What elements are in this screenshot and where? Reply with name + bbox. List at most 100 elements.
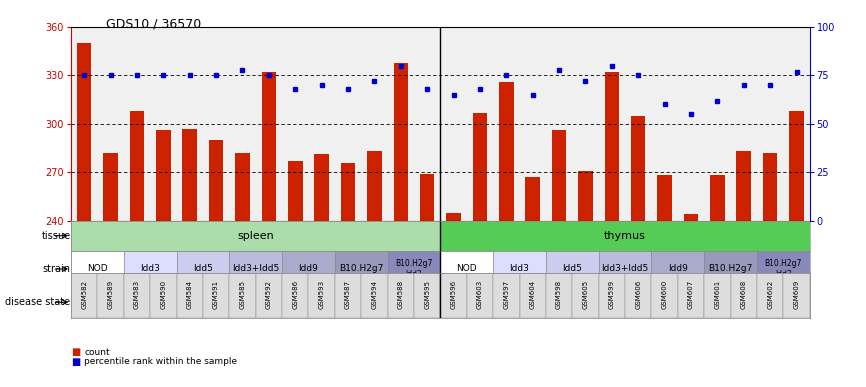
Bar <box>209 140 223 221</box>
Text: ■: ■ <box>71 357 81 367</box>
Text: GSM589: GSM589 <box>107 280 113 309</box>
Bar <box>124 287 388 317</box>
Text: GSM595: GSM595 <box>424 280 430 309</box>
Bar <box>598 273 625 318</box>
Bar <box>236 153 249 221</box>
Bar <box>229 273 255 318</box>
Bar <box>440 287 493 317</box>
Bar <box>546 251 598 287</box>
Bar <box>546 273 572 318</box>
Text: diabetic-resistant: diabetic-resistant <box>216 298 295 307</box>
Bar <box>631 116 645 221</box>
Text: NOD: NOD <box>87 264 107 274</box>
Text: GSM587: GSM587 <box>345 280 351 309</box>
Bar <box>388 251 440 287</box>
Bar <box>335 251 388 287</box>
Text: GSM600: GSM600 <box>662 280 668 309</box>
Text: Idd3: Idd3 <box>140 264 160 274</box>
Bar <box>710 175 725 221</box>
Text: GSM592: GSM592 <box>266 280 272 309</box>
Bar <box>493 273 520 318</box>
Bar <box>467 273 493 318</box>
Bar <box>440 273 467 318</box>
Bar <box>446 212 461 221</box>
Bar <box>71 273 97 318</box>
Bar <box>757 287 810 317</box>
Text: GSM583: GSM583 <box>134 280 140 309</box>
Bar <box>282 273 308 318</box>
Text: Idd3: Idd3 <box>509 264 529 274</box>
Bar <box>177 251 229 287</box>
Bar <box>657 175 672 221</box>
Bar <box>335 273 361 318</box>
Text: GDS10 / 36570: GDS10 / 36570 <box>106 17 201 31</box>
Text: B10.H2g7: B10.H2g7 <box>339 264 384 274</box>
Text: tissue: tissue <box>42 231 70 241</box>
Text: disease state: disease state <box>5 297 70 307</box>
Bar <box>124 251 177 287</box>
Bar <box>156 130 171 221</box>
Bar <box>314 154 329 221</box>
Text: GSM601: GSM601 <box>714 280 721 309</box>
Bar <box>203 273 229 318</box>
Bar <box>288 161 302 221</box>
Bar <box>282 251 335 287</box>
Bar <box>177 273 203 318</box>
Bar <box>704 251 757 287</box>
Bar <box>340 163 355 221</box>
Text: Idd5: Idd5 <box>193 264 213 274</box>
Bar <box>71 251 124 287</box>
Bar <box>361 273 388 318</box>
Bar <box>440 251 493 287</box>
Text: ■: ■ <box>71 347 81 357</box>
Bar <box>420 174 435 221</box>
Text: NOD: NOD <box>456 264 477 274</box>
Bar <box>414 273 440 318</box>
Bar <box>103 153 118 221</box>
Bar <box>262 72 276 221</box>
Text: diabetic: diabetic <box>449 298 485 307</box>
Bar <box>651 251 704 287</box>
Bar <box>183 128 197 221</box>
Bar <box>124 273 150 318</box>
Text: diabetic: diabetic <box>79 298 116 307</box>
Text: percentile rank within the sample: percentile rank within the sample <box>84 357 237 366</box>
Text: nondiabetic: nondiabetic <box>757 298 810 307</box>
Text: GSM605: GSM605 <box>583 280 589 309</box>
Text: Idd3+Idd5: Idd3+Idd5 <box>601 264 649 274</box>
Text: GSM609: GSM609 <box>793 280 799 309</box>
Bar <box>71 287 124 317</box>
Bar <box>493 251 546 287</box>
Bar <box>388 273 414 318</box>
Text: GSM585: GSM585 <box>240 280 245 309</box>
Bar <box>625 273 651 318</box>
Text: spleen: spleen <box>237 231 274 241</box>
Text: GSM598: GSM598 <box>556 280 562 309</box>
Bar <box>440 221 810 251</box>
Text: GSM606: GSM606 <box>636 280 641 309</box>
Text: GSM597: GSM597 <box>503 280 509 309</box>
Text: GSM591: GSM591 <box>213 280 219 309</box>
Bar <box>731 273 757 318</box>
Bar <box>308 273 335 318</box>
Text: GSM594: GSM594 <box>372 280 378 309</box>
Bar <box>526 177 540 221</box>
Text: Idd9: Idd9 <box>668 264 688 274</box>
Text: B10.H2g7: B10.H2g7 <box>708 264 753 274</box>
Bar <box>473 113 488 221</box>
Text: GSM603: GSM603 <box>477 280 483 309</box>
Bar <box>255 273 282 318</box>
Bar <box>651 273 678 318</box>
Bar <box>552 130 566 221</box>
Bar <box>520 273 546 318</box>
Text: GSM588: GSM588 <box>397 280 404 309</box>
Text: thymus: thymus <box>604 231 646 241</box>
Text: Idd9: Idd9 <box>299 264 319 274</box>
Text: GSM593: GSM593 <box>319 280 325 309</box>
Bar <box>678 273 704 318</box>
Text: GSM602: GSM602 <box>767 280 773 309</box>
Text: Idd3+Idd5: Idd3+Idd5 <box>232 264 280 274</box>
Bar <box>499 82 514 221</box>
Bar <box>789 111 804 221</box>
Bar <box>684 214 698 221</box>
